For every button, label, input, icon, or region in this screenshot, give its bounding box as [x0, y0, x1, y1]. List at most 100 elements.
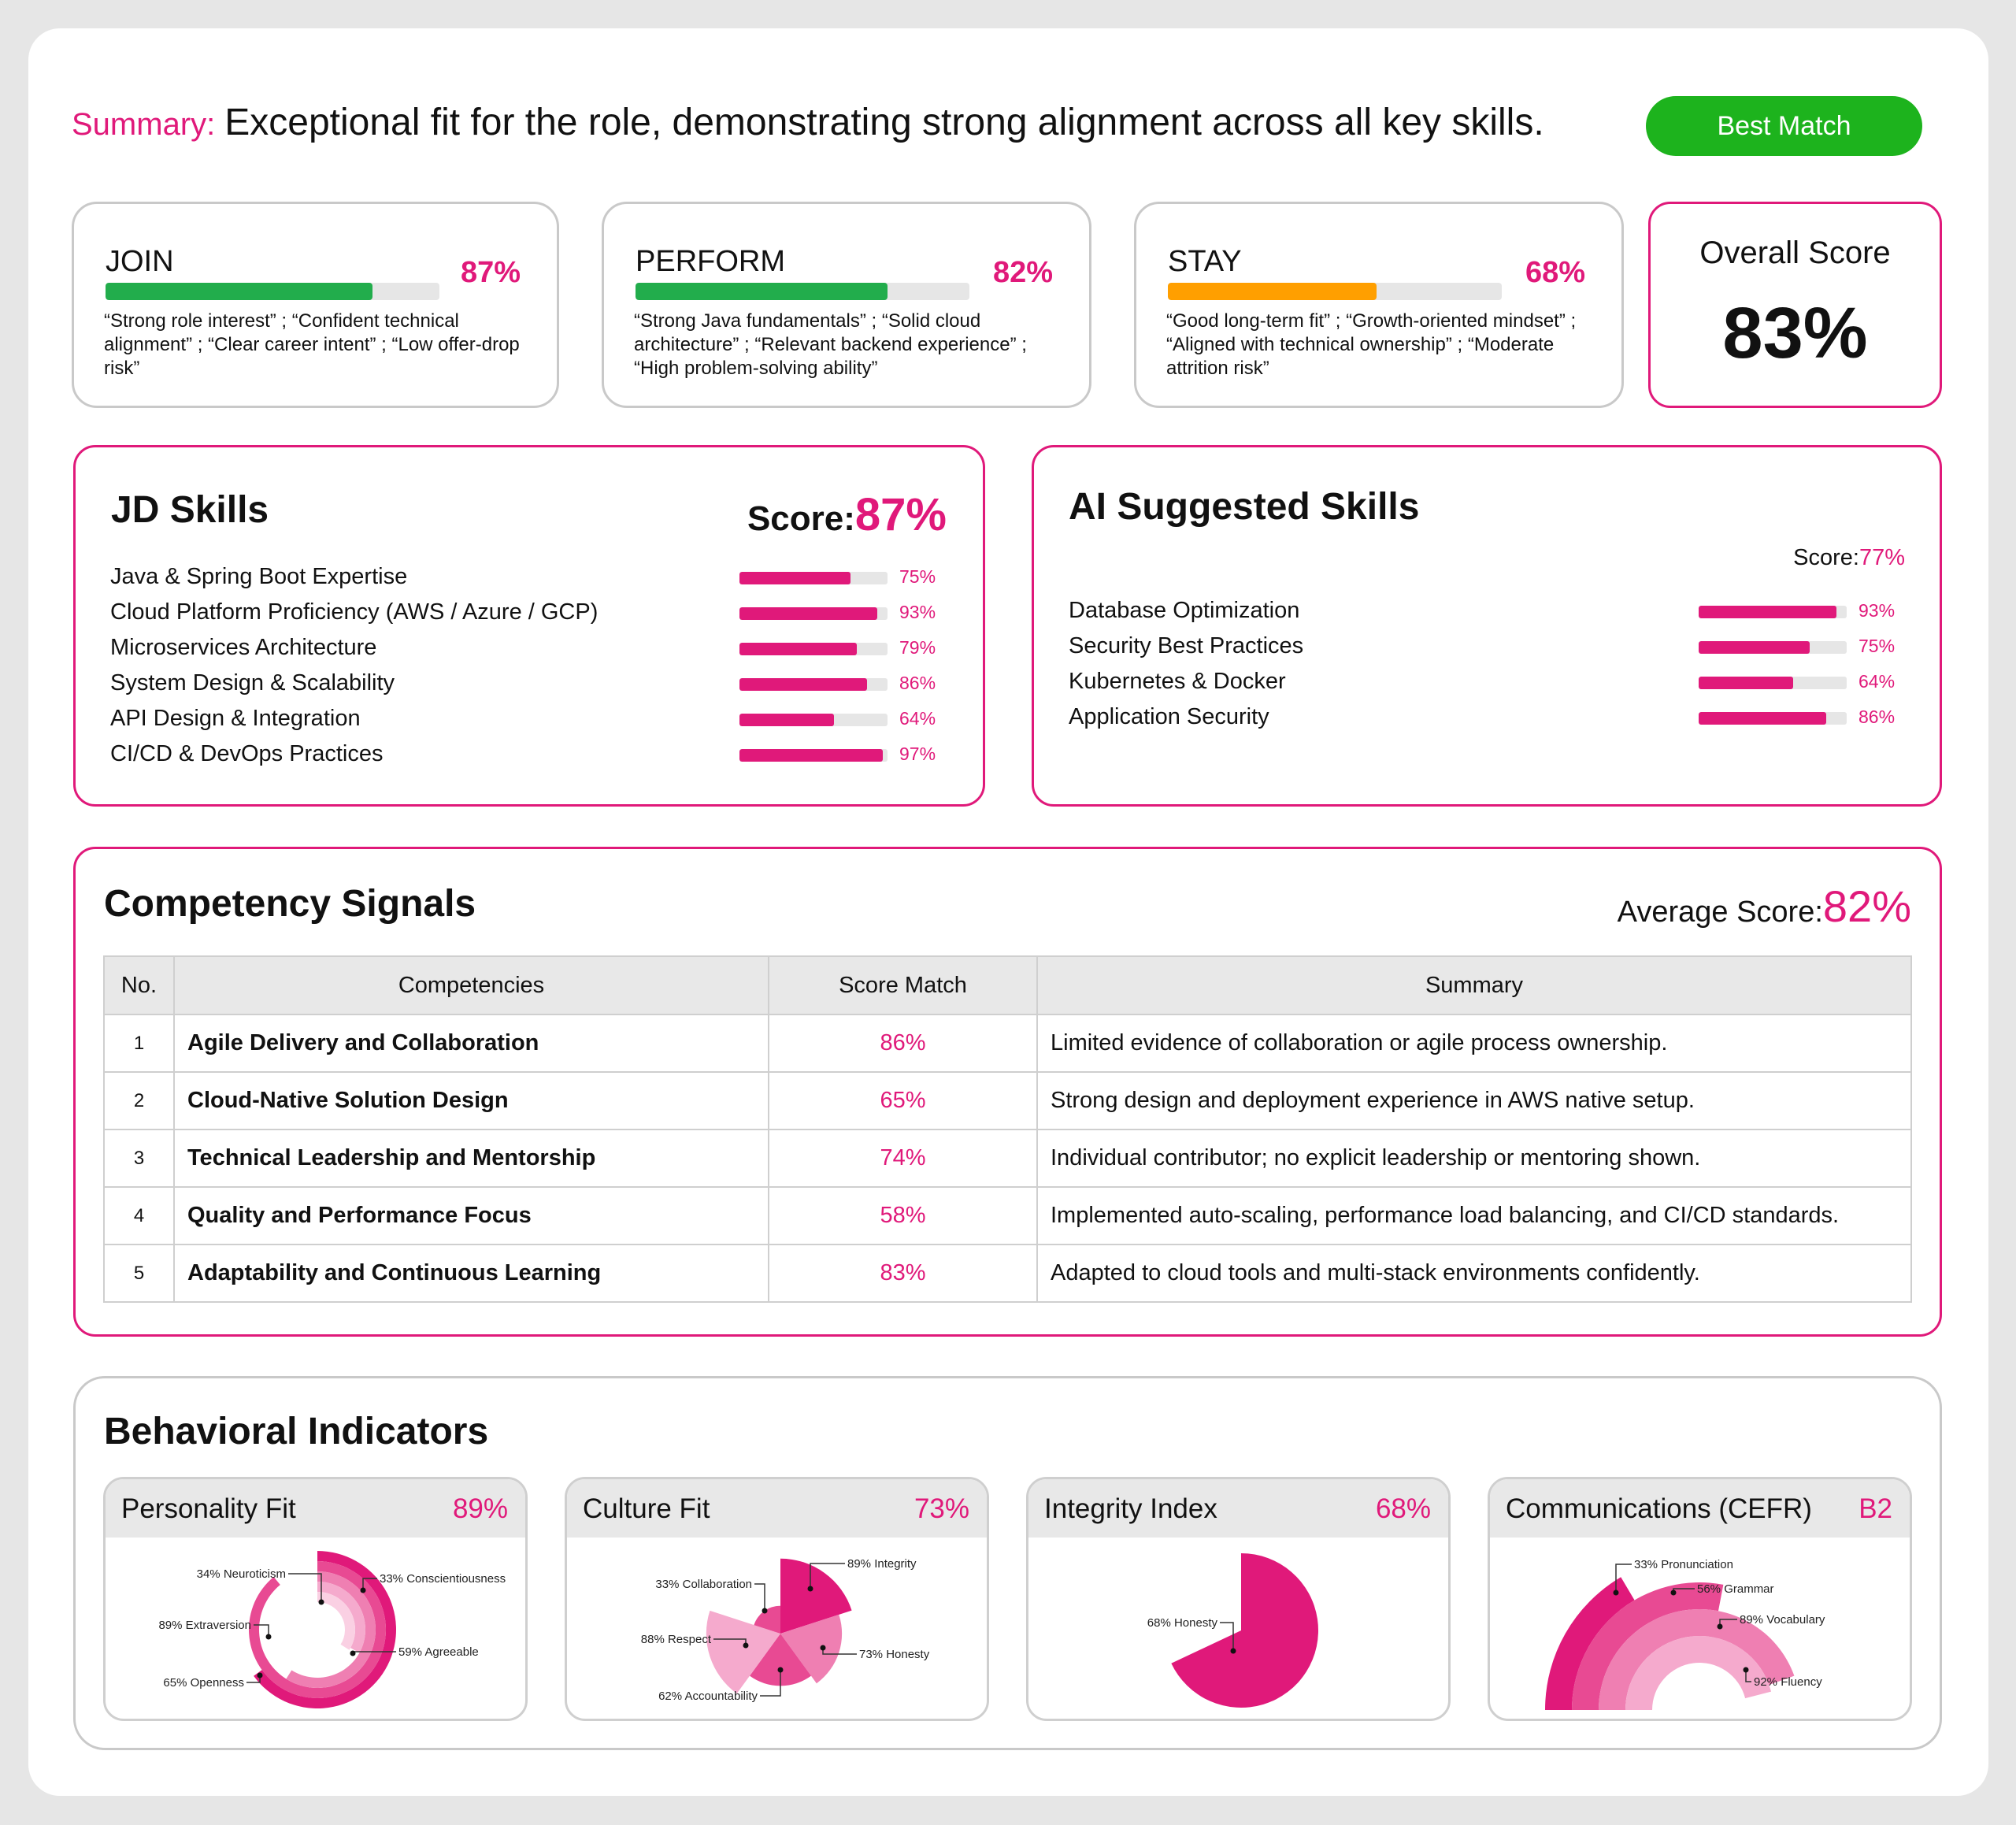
skill-label: CI/CD & DevOps Practices: [110, 741, 384, 766]
skill-bar-fill: [1699, 712, 1826, 725]
metric-progress-fill: [1168, 283, 1377, 300]
personality-fit-chart: 65% Openness 89% Extraversion 59% Agreeabl…: [158, 1551, 506, 1708]
skill-bar: [739, 572, 888, 584]
row-score: 74%: [768, 1129, 1038, 1188]
chart-label: 59% Agreeable: [398, 1645, 479, 1659]
row-summary: Individual contributor; no explicit lead…: [1036, 1129, 1912, 1188]
col-no: No.: [103, 955, 175, 1015]
table-row: 4 Quality and Performance Focus 58% Impleme…: [103, 1186, 1912, 1245]
overall-score-value: 83%: [1722, 293, 1868, 373]
chart-label: 65% Openness: [163, 1676, 244, 1690]
skill-percent: 93%: [899, 602, 936, 622]
metric-percent: 87%: [460, 256, 521, 289]
chart-score: 68%: [1375, 1493, 1431, 1524]
chart-header: Culture Fit 73%: [567, 1479, 987, 1538]
chart-header: Personality Fit 89%: [106, 1479, 525, 1538]
leader-dot: [1613, 1589, 1619, 1596]
skill-label: Microservices Architecture: [110, 635, 377, 660]
leader-dot: [743, 1642, 749, 1649]
skill-percent: 79%: [899, 637, 936, 658]
chart-title: Communications (CEFR): [1506, 1493, 1812, 1524]
row-score: 58%: [768, 1186, 1038, 1245]
leader-line: [760, 1670, 781, 1697]
metric-card-perform: PERFORM 82% “Strong Java fundamentals” ; “…: [602, 202, 1091, 408]
chart-label: 68% Honesty: [1147, 1616, 1218, 1630]
row-competency: Technical Leadership and Mentorship: [173, 1129, 769, 1188]
skill-label: System Design & Scalability: [110, 670, 395, 696]
summary: Summary: Exceptional fit for the role, de…: [72, 101, 1544, 144]
integrity-index-card: Integrity Index 68% 68% Honesty: [1026, 1477, 1451, 1721]
col-score-match: Score Match: [768, 955, 1038, 1015]
chart-mark-respect: [706, 1610, 780, 1694]
best-match-badge[interactable]: Best Match: [1646, 96, 1922, 156]
row-no: 4: [103, 1186, 175, 1245]
jd-score-value: 87%: [854, 489, 947, 540]
chart-mark-agreeable: [286, 1571, 376, 1688]
metric-progress-bar: [106, 283, 439, 300]
row-score: 83%: [768, 1244, 1038, 1303]
skill-percent: 93%: [1858, 600, 1896, 621]
skill-bar: [739, 607, 888, 620]
chart-score: B2: [1858, 1493, 1892, 1524]
metric-percent: 82%: [992, 256, 1053, 289]
chart-label: 88% Respect: [641, 1633, 712, 1646]
competency-table: No. Competencies Score Match Summary 1 Ag…: [103, 955, 1912, 1303]
leader-line: [288, 1573, 322, 1602]
culture-fit-chart: 89% Integrity 73% Honesty 62% Accountabili…: [641, 1557, 930, 1703]
row-score: 65%: [768, 1071, 1038, 1130]
metric-title: STAY: [1168, 245, 1242, 278]
row-summary: Limited evidence of collaboration or agi…: [1036, 1014, 1912, 1073]
chart-label: 73% Honesty: [859, 1648, 930, 1661]
row-summary: Strong design and deployment experience …: [1036, 1071, 1912, 1130]
chart-title: Integrity Index: [1044, 1493, 1217, 1524]
skill-bar: [1699, 712, 1847, 725]
chart-label: 89% Vocabulary: [1740, 1613, 1825, 1627]
skill-bar-fill: [739, 749, 884, 762]
jd-skills-score: Score:87%: [747, 488, 947, 541]
row-summary: Adapted to cloud tools and multi-stack e…: [1036, 1244, 1912, 1303]
chart-mark-vocabulary: [1599, 1609, 1795, 1710]
chart-header: Integrity Index 68%: [1028, 1479, 1448, 1538]
row-score: 86%: [768, 1014, 1038, 1073]
row-competency: Adaptability and Continuous Learning: [173, 1244, 769, 1303]
ai-skills-score: Score:77%: [1793, 545, 1905, 571]
skill-percent: 75%: [899, 566, 936, 587]
skill-bar-fill: [1699, 677, 1794, 689]
leader-dot: [777, 1667, 784, 1673]
leader-line: [754, 1583, 765, 1611]
behavioral-title: Behavioral Indicators: [104, 1411, 489, 1452]
row-no: 3: [103, 1129, 175, 1188]
chart-mark-integrity: [780, 1558, 852, 1634]
row-competency: Agile Delivery and Collaboration: [173, 1014, 769, 1073]
summary-text: Exceptional fit for the role, demonstrat…: [224, 102, 1544, 143]
skill-bar: [739, 749, 888, 762]
chart-label: 62% Accountability: [658, 1690, 758, 1703]
leader-dot: [762, 1608, 768, 1614]
jd-skills-title: JD Skills: [111, 489, 269, 531]
skill-bar-fill: [739, 643, 857, 655]
skill-bar-fill: [1699, 606, 1836, 618]
chart-mark-honesty: [780, 1614, 843, 1684]
row-no: 1: [103, 1014, 175, 1073]
culture-fit-card: Culture Fit 73% 89% Integrity 73% Honesty 62…: [565, 1477, 989, 1721]
summary-label: Summary:: [72, 107, 216, 142]
skill-bar: [1699, 677, 1847, 689]
leader-line: [362, 1578, 377, 1590]
personality-fit-card: Personality Fit 89% 65% Openness 89% Extrav…: [103, 1477, 528, 1721]
row-no: 2: [103, 1071, 175, 1130]
skill-label: API Design & Integration: [110, 706, 361, 731]
chart-label: 89% Integrity: [847, 1557, 917, 1571]
metric-quote: “Strong role interest” ; “Confident tech…: [104, 310, 520, 379]
row-competency: Cloud-Native Solution Design: [173, 1071, 769, 1130]
leader-dot: [1670, 1589, 1677, 1596]
leader-dot: [318, 1599, 324, 1605]
skill-bar: [739, 714, 888, 726]
metric-progress-bar: [1168, 283, 1502, 300]
table-row: 1 Agile Delivery and Collaboration 86% Limi…: [103, 1014, 1912, 1073]
ai-score-label: Score:: [1793, 545, 1859, 570]
average-score-label: Average Score:: [1617, 896, 1823, 929]
metric-progress-bar: [636, 283, 969, 300]
skill-bar: [1699, 641, 1847, 654]
skill-percent: 64%: [899, 708, 936, 729]
metric-card-stay: STAY 68% “Good long-term fit” ; “Growth-or…: [1134, 202, 1624, 408]
